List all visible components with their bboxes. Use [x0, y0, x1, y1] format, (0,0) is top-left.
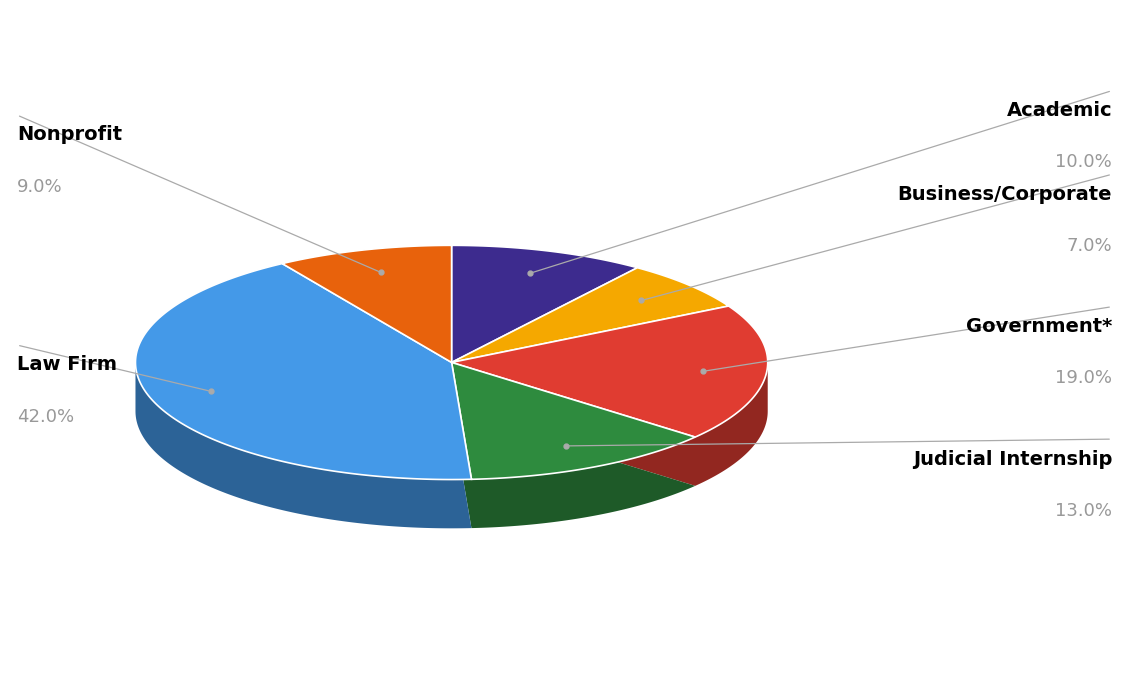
Text: 10.0%: 10.0%: [1056, 153, 1112, 171]
Polygon shape: [452, 362, 695, 480]
Polygon shape: [135, 362, 472, 528]
Text: Nonprofit: Nonprofit: [17, 125, 122, 144]
Polygon shape: [452, 306, 768, 437]
Text: 9.0%: 9.0%: [17, 178, 62, 196]
Polygon shape: [135, 263, 472, 480]
Text: Judicial Internship: Judicial Internship: [912, 450, 1112, 468]
Text: 7.0%: 7.0%: [1067, 237, 1112, 255]
Polygon shape: [452, 245, 638, 362]
Text: Law Firm: Law Firm: [17, 355, 117, 374]
Polygon shape: [452, 268, 728, 362]
Text: Government*: Government*: [965, 317, 1112, 336]
Polygon shape: [282, 245, 452, 362]
Text: 42.0%: 42.0%: [17, 408, 75, 426]
Polygon shape: [452, 362, 768, 486]
Text: 13.0%: 13.0%: [1056, 502, 1112, 520]
Text: Business/Corporate: Business/Corporate: [898, 185, 1112, 204]
Polygon shape: [452, 362, 695, 528]
Text: Academic: Academic: [1006, 101, 1112, 120]
Text: 19.0%: 19.0%: [1056, 369, 1112, 388]
